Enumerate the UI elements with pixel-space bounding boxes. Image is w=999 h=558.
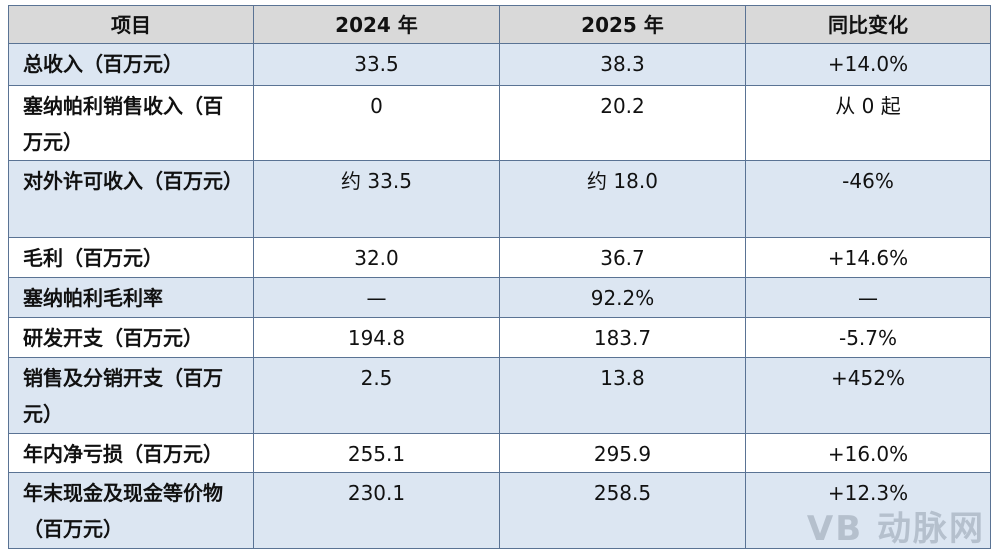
table-cell: -46% — [745, 160, 991, 238]
row-label: 对外许可收入（百万元） — [8, 160, 254, 238]
watermark: VB 动脉网 — [806, 509, 985, 549]
table-cell: 38.3 — [499, 43, 746, 86]
row-label: 塞纳帕利毛利率 — [8, 277, 254, 318]
table-row: 毛利（百万元） 32.0 36.7 +14.6% — [8, 237, 991, 278]
header-cell: 2025 年 — [499, 5, 746, 44]
table-cell: +14.6% — [745, 237, 991, 278]
row-label: 年末现金及现金等价物（百万元） — [8, 472, 254, 549]
table-cell: — — [745, 277, 991, 318]
table-row: 研发开支（百万元） 194.8 183.7 -5.7% — [8, 317, 991, 358]
row-label: 研发开支（百万元） — [8, 317, 254, 358]
header-cell: 同比变化 — [745, 5, 991, 44]
table-cell: 295.9 — [499, 433, 746, 473]
row-label: 总收入（百万元） — [8, 43, 254, 86]
table-cell: 36.7 — [499, 237, 746, 278]
table-cell: 255.1 — [253, 433, 500, 473]
table-cell: 20.2 — [499, 85, 746, 161]
table-row: 年内净亏损（百万元） 255.1 295.9 +16.0% — [8, 433, 991, 473]
table-row: 塞纳帕利毛利率 —92.2% — — [8, 277, 991, 318]
table-cell: 92.2% — [499, 277, 746, 318]
header-cell: 2024 年 — [253, 5, 500, 44]
table-cell: +16.0% — [745, 433, 991, 473]
table-cell: 约 33.5 — [253, 160, 500, 238]
row-label: 年内净亏损（百万元） — [8, 433, 254, 473]
table-cell: 230.1 — [253, 472, 500, 549]
table-cell: 194.8 — [253, 317, 500, 358]
table-row: 年末现金及现金等价物（百万元） 230.1 258.5 +12.3% — [8, 472, 991, 549]
row-label: 销售及分销开支（百万元） — [8, 357, 254, 434]
header-cell: 项目 — [8, 5, 254, 44]
table-cell: +12.3% — [745, 472, 991, 549]
table-row: 销售及分销开支（百万元） 2.5 13.8 +452% — [8, 357, 991, 434]
table-cell: 从 0 起 — [745, 85, 991, 161]
row-label: 塞纳帕利销售收入（百万元） — [8, 85, 254, 161]
table-row: 塞纳帕利销售收入（百万元） 0 20.2 从 0 起 — [8, 85, 991, 161]
data-table: 项目 2024 年 2025 年同比变化 总收入（百万元） 33.5 38.3 +14.0… — [8, 5, 991, 549]
table-row: 总收入（百万元） 33.5 38.3 +14.0% — [8, 43, 991, 86]
table-cell: 33.5 — [253, 43, 500, 86]
row-label: 毛利（百万元） — [8, 237, 254, 278]
table-row: 对外许可收入（百万元）约 33.5 约 18.0 -46% — [8, 160, 991, 238]
table-cell: 约 18.0 — [499, 160, 746, 238]
header-row: 项目 2024 年 2025 年同比变化 — [8, 5, 991, 44]
table-cell: 0 — [253, 85, 500, 161]
table-body: 总收入（百万元） 33.5 38.3 +14.0% 塞纳帕利销售收入（百万元） 0 20.2… — [8, 43, 991, 549]
table-cell: 32.0 — [253, 237, 500, 278]
table-cell: +14.0% — [745, 43, 991, 86]
table-cell: +452% — [745, 357, 991, 434]
table-cell: 258.5 — [499, 472, 746, 549]
table-cell: -5.7% — [745, 317, 991, 358]
table-cell: 13.8 — [499, 357, 746, 434]
table-cell: — — [253, 277, 500, 318]
table-cell: 2.5 — [253, 357, 500, 434]
table-cell: 183.7 — [499, 317, 746, 358]
